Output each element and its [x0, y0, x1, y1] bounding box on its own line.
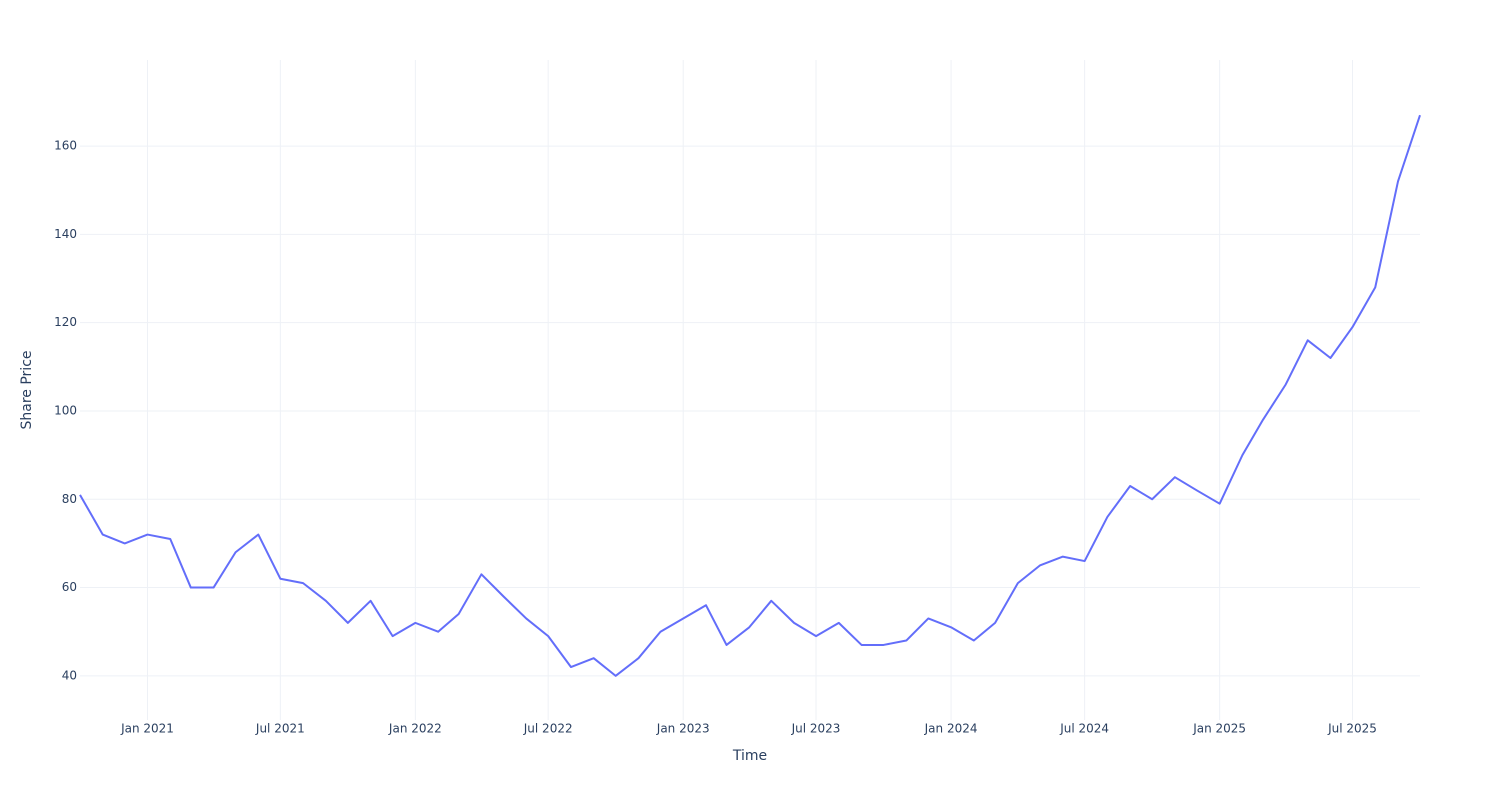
y-tick-label: 60 [62, 580, 77, 594]
y-tick-label: 160 [54, 139, 77, 153]
y-tick-label: 80 [62, 492, 77, 506]
y-tick-label: 140 [54, 227, 77, 241]
x-axis-title: Time [732, 748, 767, 764]
y-axis-title: Share Price [19, 350, 35, 429]
x-tick-label: Jan 2021 [120, 722, 174, 736]
x-tick-label: Jul 2022 [523, 722, 573, 736]
x-tick-label: Jul 2021 [255, 722, 305, 736]
x-tick-label: Jan 2023 [656, 722, 710, 736]
x-tick-label: Jul 2023 [791, 722, 841, 736]
x-tick-label: Jan 2025 [1192, 722, 1246, 736]
x-tick-label: Jan 2024 [924, 722, 978, 736]
y-tick-label: 100 [54, 403, 77, 417]
y-tick-label: 40 [62, 668, 77, 682]
line-series [79, 114, 1421, 677]
x-tick-label: Jul 2025 [1327, 722, 1377, 736]
x-tick-label: Jul 2024 [1059, 722, 1109, 736]
y-tick-label: 120 [54, 315, 77, 329]
x-tick-label: Jan 2022 [388, 722, 442, 736]
